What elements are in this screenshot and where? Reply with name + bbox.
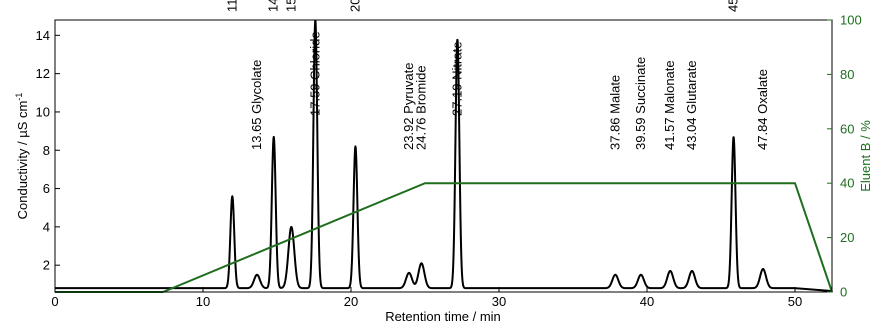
- right-y-tick-label: 80: [840, 67, 854, 82]
- x-axis-title: Retention time / min: [385, 309, 501, 324]
- peak-label: 24.76 Bromide: [413, 65, 428, 150]
- right-y-tick-label: 40: [840, 176, 854, 191]
- left-y-tick-label: 10: [36, 104, 50, 119]
- peak-label: 41.57 Malonate: [662, 60, 677, 150]
- right-y-tick-label: 60: [840, 121, 854, 136]
- left-y-axis-title: Conductivity / µS cm-1: [14, 93, 30, 220]
- left-y-tick-label: 8: [43, 143, 50, 158]
- right-y-tick-label: 20: [840, 230, 854, 245]
- x-tick-label: 10: [196, 294, 210, 309]
- peak-label: 27.19 Nitrate: [449, 42, 464, 116]
- peak-label: 14.78 Formate: [266, 0, 281, 12]
- left-y-tick-label: 2: [43, 258, 50, 273]
- peak-label: 39.59 Succinate: [633, 57, 648, 150]
- peak-label: 11.98 Fluoride: [224, 0, 239, 12]
- plot-area: [54, 19, 833, 293]
- right-y-tick-label: 0: [840, 285, 847, 300]
- left-y-axis-title-sup: -1: [14, 93, 24, 101]
- peak-label: 17.59 Chloride: [307, 31, 322, 116]
- left-y-tick-label: 12: [36, 66, 50, 81]
- left-y-axis: 2 4 6 8 10 12 14: [36, 28, 60, 273]
- peak-label: 47.84 Oxalate: [755, 69, 770, 150]
- x-tick-label: 20: [344, 294, 358, 309]
- x-tick-label: 0: [51, 294, 58, 309]
- peak-label: 43.04 Glutarate: [684, 60, 699, 150]
- peak-label: 13.65 Glycolate: [249, 60, 264, 150]
- left-y-tick-label: 6: [43, 181, 50, 196]
- peak-label: 45.85 Sulphate: [726, 0, 741, 12]
- peak-labels: 11.98 Fluoride 13.65 Glycolate 14.78 Forma…: [224, 0, 770, 150]
- peak-label: 20.30 Nitrite: [347, 0, 362, 12]
- right-y-tick-label: 100: [840, 13, 862, 28]
- x-tick-label: 30: [492, 294, 506, 309]
- peak-label: 23.92 Pyruvate: [401, 63, 416, 150]
- x-tick-label: 50: [788, 294, 802, 309]
- right-y-axis: 0 20 40 60 80 100: [827, 13, 862, 300]
- peak-label: 15.97 Acetate: [283, 0, 298, 12]
- left-y-axis-title-main: Conductivity / µS cm: [15, 101, 30, 220]
- left-y-tick-label: 4: [43, 219, 50, 234]
- peak-label: 37.86 Malate: [607, 75, 622, 150]
- right-y-axis-title: Eluent B / %: [858, 120, 873, 192]
- x-tick-label: 40: [640, 294, 654, 309]
- eluent-gradient-line: [55, 182, 833, 293]
- conductivity-series-line: [54, 19, 833, 293]
- x-axis: 0 10 20 30 40 50: [51, 287, 802, 309]
- plot-frame: [54, 19, 833, 293]
- left-y-tick-label: 14: [36, 28, 50, 43]
